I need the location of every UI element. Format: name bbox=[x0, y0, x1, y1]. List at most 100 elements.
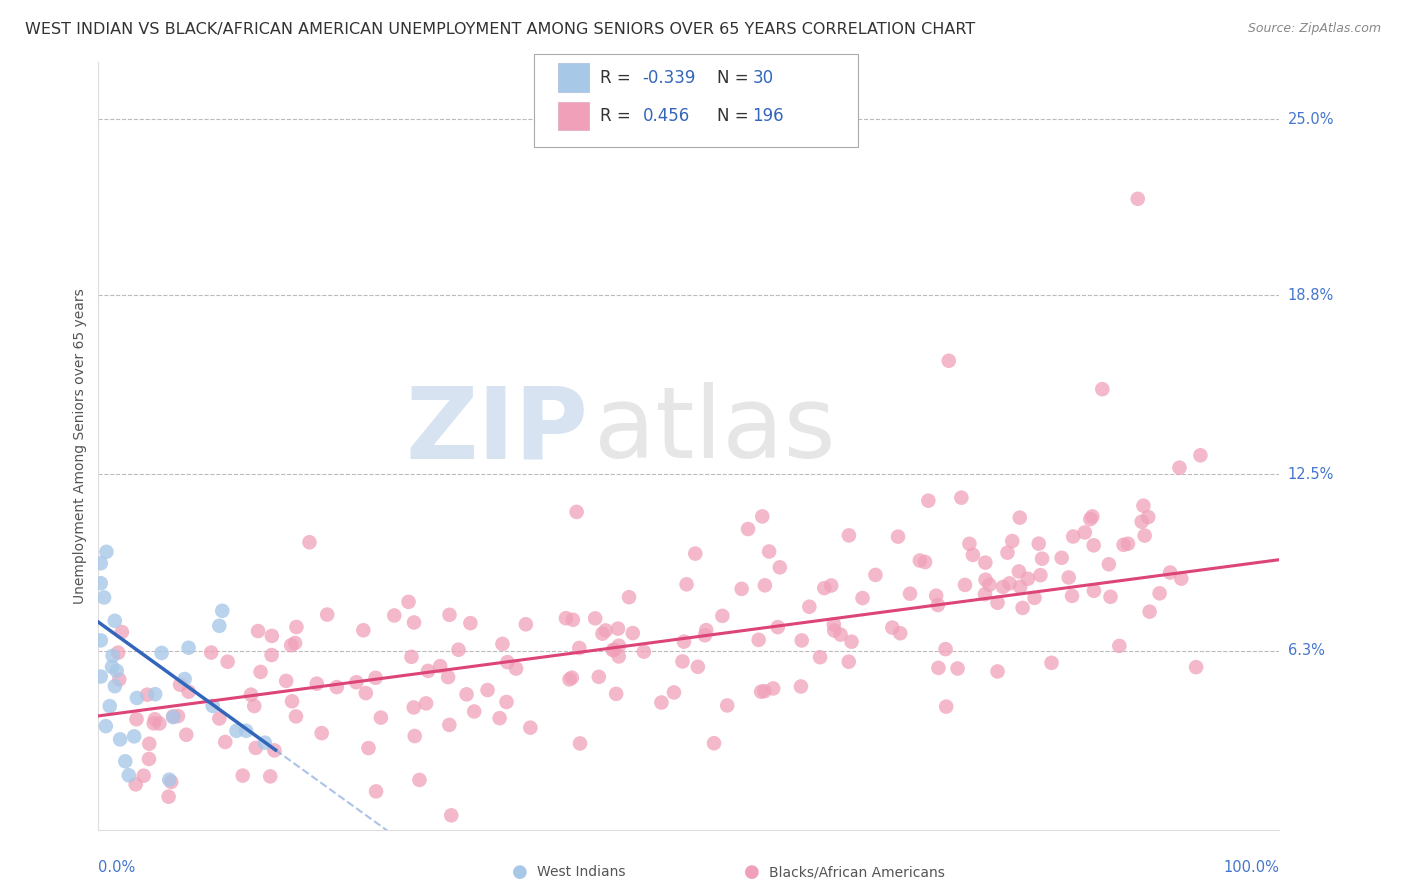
Point bbox=[865, 568, 887, 582]
Point bbox=[1091, 382, 1114, 396]
Point bbox=[260, 648, 283, 662]
Point bbox=[754, 684, 776, 698]
Point bbox=[402, 700, 425, 714]
Point bbox=[1098, 558, 1121, 572]
Text: N =: N = bbox=[717, 107, 754, 125]
Point bbox=[751, 509, 773, 524]
Point bbox=[565, 505, 588, 519]
Point bbox=[730, 582, 752, 596]
Point bbox=[605, 687, 627, 701]
Text: Source: ZipAtlas.com: Source: ZipAtlas.com bbox=[1247, 22, 1381, 36]
Point bbox=[94, 719, 117, 733]
Point bbox=[370, 710, 392, 724]
Point bbox=[148, 716, 170, 731]
Point bbox=[838, 528, 860, 542]
Point bbox=[693, 628, 716, 642]
Point bbox=[1132, 499, 1154, 513]
Point bbox=[1031, 551, 1053, 566]
Point bbox=[305, 676, 328, 690]
Point bbox=[415, 697, 437, 711]
Point bbox=[344, 675, 367, 690]
Point bbox=[986, 596, 1008, 610]
Text: 0.456: 0.456 bbox=[643, 107, 690, 125]
Point bbox=[561, 671, 583, 685]
Text: R =: R = bbox=[600, 107, 637, 125]
Point bbox=[225, 723, 247, 738]
Point bbox=[1008, 510, 1031, 524]
Point bbox=[766, 620, 789, 634]
Point bbox=[488, 711, 510, 725]
Point bbox=[830, 627, 852, 641]
Point bbox=[979, 578, 1001, 592]
Text: ZIP: ZIP bbox=[406, 382, 589, 479]
Point bbox=[477, 683, 499, 698]
Point bbox=[917, 493, 939, 508]
Point bbox=[987, 665, 1010, 679]
Point bbox=[588, 670, 610, 684]
Point bbox=[1062, 529, 1084, 543]
Point bbox=[621, 626, 644, 640]
Point bbox=[326, 680, 349, 694]
Point bbox=[1170, 572, 1192, 586]
Point bbox=[991, 580, 1014, 594]
Point bbox=[98, 699, 121, 714]
Point bbox=[208, 711, 231, 725]
Point bbox=[703, 736, 725, 750]
Point bbox=[1108, 639, 1130, 653]
Point bbox=[686, 660, 709, 674]
Point bbox=[437, 670, 460, 684]
Point bbox=[1081, 509, 1104, 524]
Point bbox=[1008, 565, 1031, 579]
Point bbox=[162, 709, 184, 723]
Point bbox=[1074, 525, 1097, 540]
Point bbox=[769, 560, 792, 574]
Point bbox=[240, 688, 263, 702]
Text: Blacks/African Americans: Blacks/African Americans bbox=[769, 865, 945, 880]
Point bbox=[974, 587, 997, 601]
Point bbox=[169, 678, 191, 692]
Point bbox=[90, 556, 112, 570]
Point bbox=[633, 645, 655, 659]
Text: 18.8%: 18.8% bbox=[1288, 288, 1334, 303]
Point bbox=[456, 687, 478, 701]
Point bbox=[280, 638, 302, 652]
Point bbox=[820, 578, 842, 592]
Point bbox=[519, 721, 541, 735]
Point bbox=[232, 769, 254, 783]
Point bbox=[591, 626, 613, 640]
Point bbox=[561, 613, 583, 627]
Point bbox=[555, 611, 578, 625]
Point bbox=[108, 732, 131, 747]
Point bbox=[138, 752, 160, 766]
Point bbox=[1057, 570, 1080, 584]
Point bbox=[1137, 510, 1160, 524]
Point bbox=[1112, 538, 1135, 552]
Point bbox=[150, 646, 173, 660]
Point bbox=[125, 777, 148, 791]
Point bbox=[938, 353, 960, 368]
Point bbox=[1126, 192, 1149, 206]
Point bbox=[851, 591, 873, 605]
Point bbox=[711, 608, 734, 623]
Point bbox=[463, 705, 485, 719]
Point bbox=[799, 599, 821, 614]
Point bbox=[515, 617, 537, 632]
Point bbox=[401, 649, 423, 664]
Point bbox=[157, 789, 180, 804]
Point bbox=[927, 598, 949, 612]
Point bbox=[1029, 568, 1052, 582]
Point bbox=[439, 718, 461, 732]
Y-axis label: Unemployment Among Seniors over 65 years: Unemployment Among Seniors over 65 years bbox=[73, 288, 87, 604]
Text: 100.0%: 100.0% bbox=[1223, 860, 1279, 875]
Point bbox=[1083, 583, 1105, 598]
Point bbox=[1011, 601, 1033, 615]
Point bbox=[352, 624, 374, 638]
Text: N =: N = bbox=[717, 69, 754, 87]
Point bbox=[568, 640, 591, 655]
Point bbox=[90, 669, 112, 683]
Point bbox=[1149, 586, 1171, 600]
Point bbox=[447, 642, 470, 657]
Point bbox=[675, 577, 697, 591]
Point bbox=[1139, 605, 1161, 619]
Point bbox=[173, 672, 195, 686]
